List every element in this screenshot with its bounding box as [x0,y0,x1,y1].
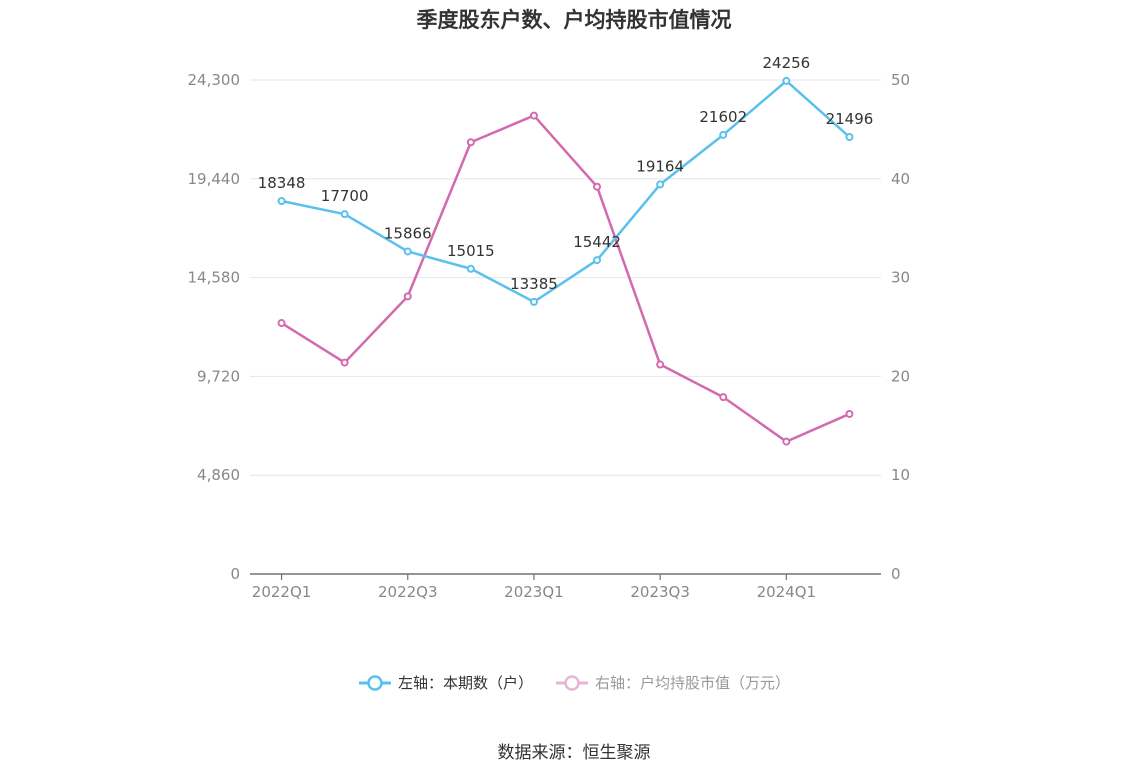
chart-plot: 0 0 4,860 10 9,720 20 14,580 30 19,440 40 24,300 50… [188,54,911,601]
data-label-households: 13385 [510,275,558,293]
data-label-households: 15866 [384,224,432,242]
legend-item-avg-value[interactable]: 右轴：户均持股市值（万元） [555,672,790,693]
series-line-avg-value [280,114,850,443]
data-point-avg-value [593,182,602,191]
data-point-households [529,297,538,306]
data-point-households [466,264,475,273]
left-axis-tick-label: 14,580 [188,269,241,287]
right-axis-tick-label: 50 [891,71,910,89]
data-point-households [656,180,665,189]
legend-marker-households [358,674,391,691]
data-label-households: 24256 [762,54,810,72]
left-axis-tick-label: 0 [230,565,240,583]
data-label-households: 21602 [699,108,747,126]
right-axis-tick-label: 40 [891,170,910,188]
right-axis-tick-label: 10 [891,466,910,484]
chart-title: 季度股东户数、户均持股市值情况 [416,8,732,32]
data-label-households: 18348 [258,174,306,192]
data-label-households: 15442 [573,233,621,251]
data-point-avg-value [340,358,349,367]
data-point-avg-value [656,360,665,369]
data-point-avg-value [277,319,286,328]
data-point-households [719,130,728,139]
data-point-households [593,256,602,265]
right-axis-tick-label: 20 [891,367,910,385]
data-label-households: 15015 [447,242,495,260]
x-axis-tick-label: 2022Q1 [252,583,312,601]
data-label-households: 19164 [636,157,684,175]
series-line-households [281,79,851,304]
right-axis-tick-label: 0 [891,565,901,583]
axes: 0 0 4,860 10 9,720 20 14,580 30 19,440 40 24,300 50… [188,71,911,601]
data-point-households [782,76,791,85]
data-point-avg-value [403,292,412,301]
data-point-avg-value [529,111,538,120]
data-labels: 18348 17700 15866 15015 13385 15442 19164 21602… [258,54,874,293]
x-axis-tick-label: 2023Q3 [630,583,690,601]
data-point-avg-value [719,393,728,402]
left-axis-tick-label: 4,860 [197,466,240,484]
legend-item-households[interactable]: 左轴：本期数（户） [358,672,533,693]
source-note: 数据来源：恒生聚源 [497,743,651,763]
data-point-households [845,133,854,142]
legend: 左轴：本期数（户） 右轴：户均持股市值（万元） [0,672,1148,693]
data-label-households: 21496 [826,110,874,128]
data-point-avg-value [782,437,791,446]
legend-label-households: 左轴：本期数（户） [397,674,533,692]
data-label-households: 17700 [321,187,369,205]
x-axis-tick-label: 2022Q3 [378,583,438,601]
left-axis-tick-label: 19,440 [188,170,241,188]
data-point-avg-value [466,138,475,147]
data-point-households [403,247,412,256]
legend-label-avg-value: 右轴：户均持股市值（万元） [595,674,791,692]
grid-lines [250,79,881,476]
data-point-avg-value [845,409,854,418]
left-axis-tick-label: 24,300 [188,71,241,89]
series [277,76,854,446]
left-axis-tick-label: 9,720 [197,367,240,385]
x-axis-tick-label: 2023Q1 [504,583,564,601]
right-axis-tick-label: 30 [891,269,910,287]
data-point-households [277,196,286,205]
x-axis-tick-label: 2024Q1 [757,583,817,601]
data-point-households [340,210,349,219]
legend-marker-avg-value [556,674,588,691]
